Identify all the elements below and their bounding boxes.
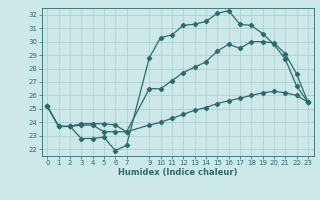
X-axis label: Humidex (Indice chaleur): Humidex (Indice chaleur) [118,168,237,177]
